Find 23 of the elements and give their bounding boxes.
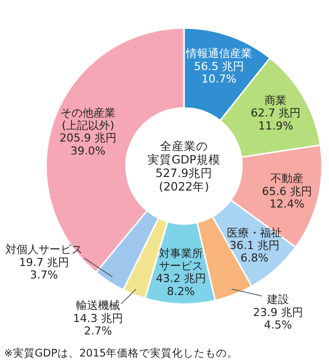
data-label: 43.2 兆円 8.2% <box>156 272 206 298</box>
slice-label: 医療・福祉 <box>226 226 282 240</box>
slice-label: 情報通信産業 <box>184 47 252 60</box>
text: 527.9兆円 <box>156 166 212 180</box>
data-label: 23.9 兆円 4.5% <box>253 306 303 332</box>
slice-label: その他産業(上記以外) <box>60 106 116 132</box>
text: ※実質GDPは、2015年価格で実質化したもの。 <box>4 346 238 360</box>
slice-label: 建設 <box>266 293 289 306</box>
slice-label: 輸送機械 <box>76 299 120 312</box>
data-label: 36.1 兆円 6.8% <box>229 239 280 265</box>
data-label: 56.5 兆円 10.7% <box>194 60 244 86</box>
text: 全産業の <box>160 138 208 153</box>
slice-label: 不動産 <box>270 172 304 186</box>
text: 実質GDP規模 <box>148 152 220 166</box>
data-label: 205.9 兆円 39.0% <box>60 132 117 158</box>
text: (2022年) <box>158 179 210 194</box>
data-label: 19.7 兆円 3.7% <box>19 256 69 282</box>
slice-label: 対個人サービス <box>6 243 82 256</box>
data-label: 65.6 兆円 12.4% <box>262 184 312 211</box>
slice-label: 対事業所サービス <box>158 246 203 272</box>
data-label: 14.3 兆円 2.7% <box>73 312 123 338</box>
slice-label: 商業 <box>264 94 287 108</box>
data-label: 62.7 兆円 11.9% <box>250 106 301 132</box>
